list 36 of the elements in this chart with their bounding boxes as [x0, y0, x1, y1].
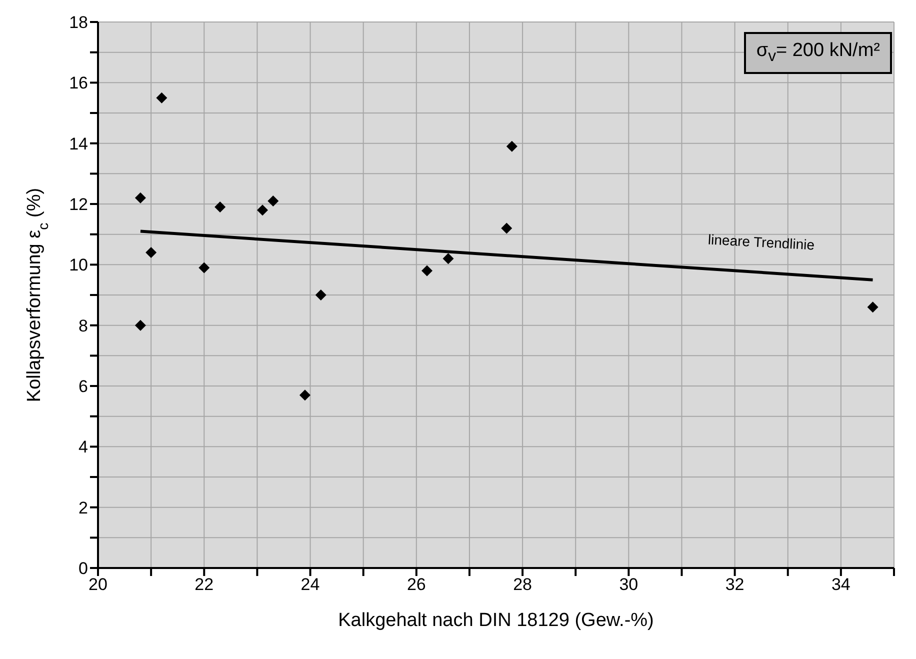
- annotation: lineare Trendlinie: [708, 231, 815, 253]
- x-axis-title: Kalkgehalt nach DIN 18129 (Gew.-%): [338, 610, 654, 631]
- y-tick-label: 2: [78, 498, 88, 518]
- point: [198, 262, 210, 274]
- x-tick-label: 34: [831, 575, 850, 594]
- point: [257, 204, 268, 216]
- point: [156, 92, 168, 104]
- x-tick-label: 28: [513, 575, 532, 594]
- y-tick-label: 12: [69, 195, 88, 214]
- y-tick-label: 4: [78, 438, 88, 457]
- y-tick-label: 6: [78, 377, 88, 396]
- annotation: σ$_{v}$= 200 kN/m²: [744, 32, 892, 74]
- x-tick-label: 20: [88, 575, 108, 594]
- point: [214, 202, 226, 213]
- x-tick-label: 30: [619, 575, 638, 594]
- y-tick-label: 8: [78, 316, 88, 336]
- point: [299, 390, 310, 401]
- x-tick-label: 26: [406, 575, 426, 594]
- point: [134, 192, 146, 204]
- point: [422, 265, 433, 276]
- point: [867, 302, 878, 313]
- y-tick-label: 0: [78, 559, 88, 578]
- x-tick-label: 24: [300, 575, 320, 594]
- y-tick-label: 16: [69, 74, 88, 93]
- point: [315, 290, 326, 300]
- y-tick-label: 18: [69, 13, 88, 32]
- point: [442, 253, 454, 264]
- point: [501, 222, 512, 234]
- point: [268, 195, 279, 206]
- point: [134, 320, 146, 331]
- x-tick-label: 22: [194, 575, 214, 594]
- point: [146, 247, 157, 258]
- point: [506, 140, 518, 152]
- y-tick-label: 10: [69, 256, 88, 275]
- x-tick-label: 32: [725, 575, 744, 594]
- y-tick-label: 14: [69, 134, 88, 154]
